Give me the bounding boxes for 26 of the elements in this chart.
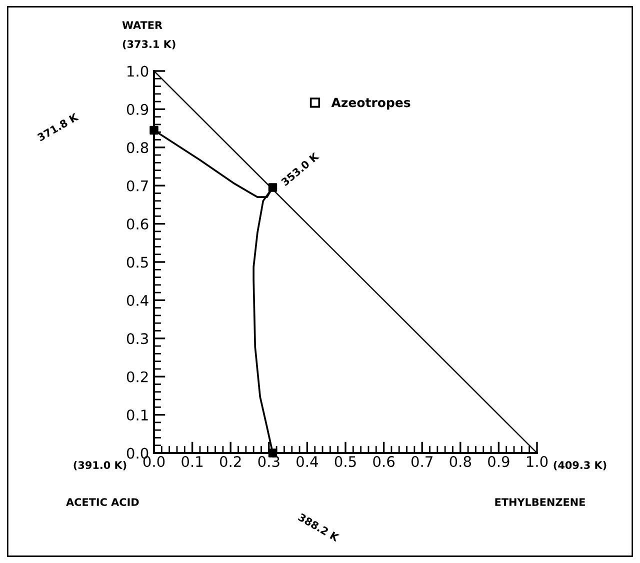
x-tick-label: 0.1 bbox=[182, 456, 203, 468]
x-tick-label: 0.2 bbox=[220, 456, 241, 468]
x-tick-label: 0.9 bbox=[488, 456, 510, 468]
y-tick-label: 0.3 bbox=[126, 333, 148, 344]
y-tick-label: 0.4 bbox=[126, 294, 148, 306]
y-tick-label: 0.1 bbox=[126, 410, 148, 421]
x-tick-label: 1.0 bbox=[527, 456, 548, 468]
x-tick-label: 0.8 bbox=[450, 456, 471, 468]
text: WATER bbox=[122, 21, 162, 29]
y-tick-label: 1.0 bbox=[128, 66, 148, 77]
y-tick-label: 0.8 bbox=[126, 142, 148, 154]
y-tick-label: 0.6 bbox=[126, 218, 148, 230]
x-tick-label: 0.6 bbox=[373, 456, 394, 468]
text: ACETIC ACID bbox=[66, 498, 139, 506]
text: (409.3 K) bbox=[554, 460, 606, 470]
y-tick-label: 0.7 bbox=[126, 180, 148, 192]
x-tick-label: 0.4 bbox=[296, 456, 318, 468]
text: (373.1 K) bbox=[122, 40, 176, 50]
text: (391.0 K) bbox=[74, 460, 126, 470]
x-tick-label: 0.7 bbox=[411, 456, 432, 468]
y-tick-label: 0.9 bbox=[126, 104, 148, 115]
text: ETHYLBENZENE bbox=[495, 498, 585, 506]
legend-label: Azeotropes bbox=[331, 98, 410, 110]
x-tick-label: 0.5 bbox=[334, 456, 356, 468]
y-tick-label: 0.5 bbox=[126, 256, 148, 268]
y-tick-label: 0.2 bbox=[126, 371, 148, 382]
